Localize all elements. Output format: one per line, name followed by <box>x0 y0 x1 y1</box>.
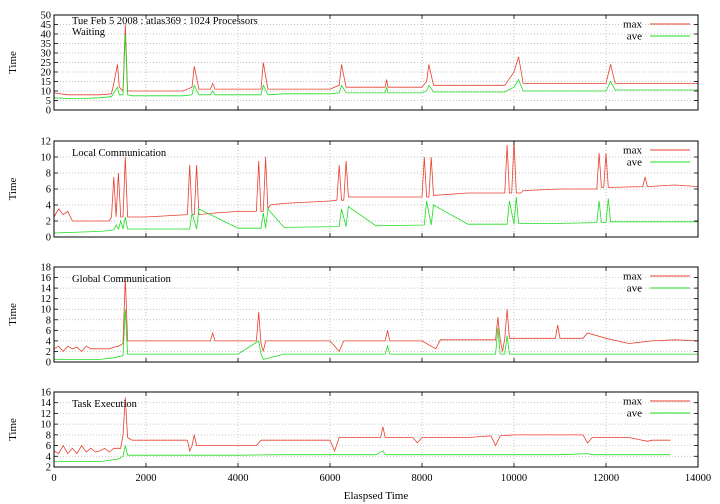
y-tick-label: 18 <box>41 263 52 274</box>
y-tick-label: 50 <box>41 11 52 22</box>
y-tick-label: 16 <box>41 273 52 284</box>
y-tick-label: 20 <box>41 68 52 79</box>
y-tick-label: 14 <box>41 398 52 409</box>
legend-label-ave: ave <box>627 157 642 169</box>
panel-title: Task Execution <box>72 399 138 410</box>
x-tick-label: 6000 <box>320 473 341 484</box>
y-tick-label: 4 <box>46 452 52 463</box>
y-tick-label: 16 <box>41 388 52 399</box>
y-tick-label: 35 <box>41 39 52 50</box>
y-tick-label: 6 <box>46 441 51 452</box>
y-axis-label: Time <box>7 303 19 326</box>
y-tick-label: 8 <box>46 315 51 326</box>
x-tick-label: 10000 <box>501 473 527 484</box>
y-tick-label: 4 <box>46 336 52 347</box>
y-tick-label: 14 <box>41 284 52 295</box>
y-tick-label: 2 <box>46 217 51 228</box>
series-line-max <box>53 24 698 96</box>
x-tick-label: 4000 <box>228 473 249 484</box>
x-tick-label: 0 <box>51 473 56 484</box>
panel-title: Local Communication <box>72 148 167 159</box>
y-tick-label: 10 <box>41 420 52 431</box>
y-axis-label: Time <box>7 418 19 441</box>
plot-frame <box>53 391 699 468</box>
plot-frame <box>53 266 699 363</box>
series-line-max <box>53 397 671 455</box>
y-tick-label: 5 <box>46 96 51 107</box>
y-axis-label: Time <box>7 51 19 74</box>
series-line-max <box>53 140 699 222</box>
y-tick-label: 12 <box>41 409 52 420</box>
y-tick-label: 8 <box>46 430 51 441</box>
legend-label-ave: ave <box>627 283 642 295</box>
x-tick-label: 2000 <box>136 473 157 484</box>
x-tick-label: 14000 <box>685 473 711 484</box>
y-tick-label: 30 <box>41 49 52 60</box>
series-line-ave <box>54 445 671 463</box>
panel-title: Global Communication <box>72 274 172 285</box>
y-tick-label: 10 <box>41 305 52 316</box>
y-tick-label: 12 <box>41 294 52 305</box>
y-tick-label: 6 <box>46 326 51 337</box>
y-tick-label: 10 <box>41 87 52 98</box>
x-axis-label: Elaspsed Time <box>344 490 409 502</box>
y-axis-label: Time <box>7 177 19 200</box>
y-tick-label: 6 <box>46 185 51 196</box>
y-tick-label: 15 <box>41 77 52 88</box>
y-tick-label: 45 <box>41 20 52 31</box>
legend-label-max: max <box>623 145 642 157</box>
y-tick-label: 8 <box>46 169 51 180</box>
y-tick-label: 0 <box>46 358 51 369</box>
series-line-max <box>53 277 699 353</box>
x-tick-label: 8000 <box>412 473 433 484</box>
legend-label-ave: ave <box>627 408 642 420</box>
series-line-ave <box>53 196 698 234</box>
y-tick-label: 10 <box>41 153 52 164</box>
y-tick-label: 2 <box>46 347 51 358</box>
y-tick-label: 2 <box>46 463 51 474</box>
y-tick-label: 0 <box>46 106 51 117</box>
y-tick-label: 4 <box>46 201 52 212</box>
x-tick-label: 12000 <box>593 473 619 484</box>
series-line-ave <box>53 33 698 99</box>
chart-header: Tue Feb 5 2008 : atlas369 : 1024 Process… <box>72 16 258 27</box>
panel-title: Waiting <box>72 27 106 38</box>
y-tick-label: 40 <box>41 30 52 41</box>
legend-label-max: max <box>623 396 642 408</box>
y-tick-label: 0 <box>46 233 51 244</box>
legend-label-max: max <box>623 19 642 31</box>
y-tick-label: 25 <box>41 58 52 69</box>
y-tick-label: 12 <box>41 137 52 148</box>
series-line-ave <box>54 309 698 360</box>
legend-label-max: max <box>623 271 642 283</box>
legend-label-ave: ave <box>627 31 642 43</box>
